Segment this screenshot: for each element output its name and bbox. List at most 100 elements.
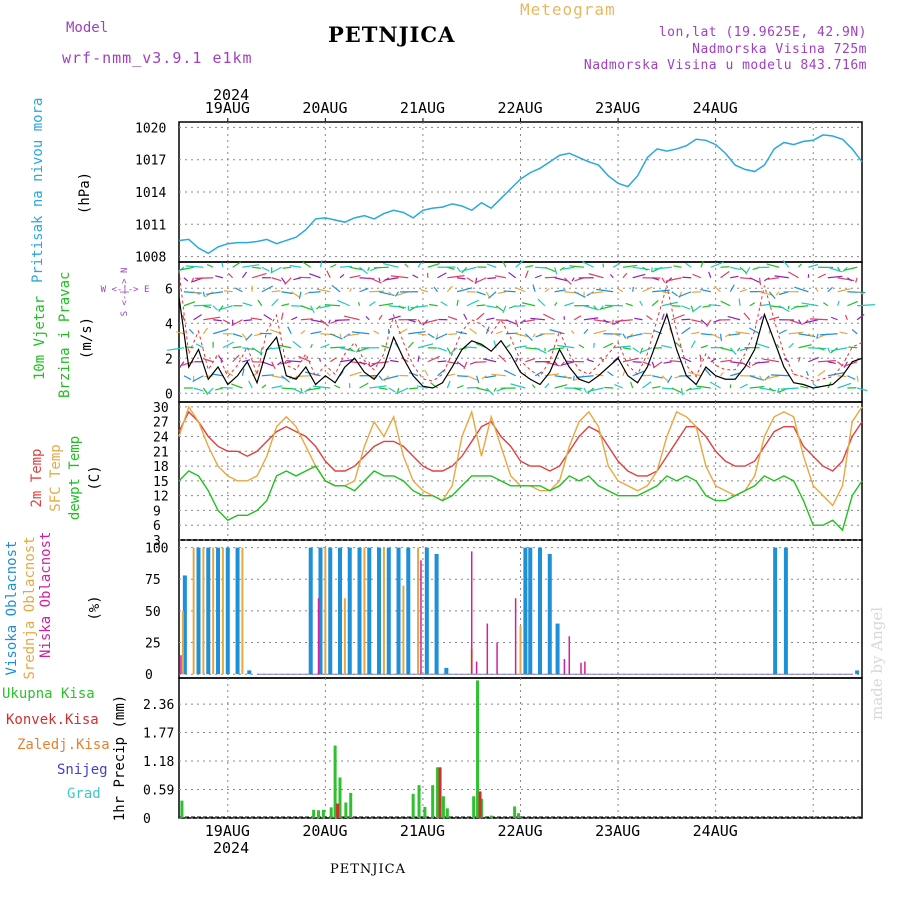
wind-arrow: [642, 374, 652, 377]
precip-conv-bar: [438, 767, 442, 818]
legend-frz-rain: Zaledj.Kisa: [17, 737, 110, 753]
wind-arrow: [652, 361, 663, 369]
wind-arrow: [218, 305, 224, 312]
wind-arrow: [673, 265, 682, 268]
wind-arrow: [329, 264, 337, 268]
wind-arrow: [203, 316, 221, 321]
wind-arrow: [259, 347, 263, 356]
wind-arrow: [261, 374, 274, 377]
wind-arrow: [661, 313, 665, 320]
wind-arrow: [494, 275, 506, 279]
wind-arrow: [612, 262, 621, 268]
wind-arrow: [661, 301, 678, 307]
wind-arrow: [466, 277, 474, 283]
wind-arrow: [827, 286, 833, 293]
wind-arrow: [554, 384, 568, 389]
wind-arrow: [440, 301, 448, 307]
legend-total-rain: Ukupna Kisa: [2, 686, 95, 702]
wind-arrow: [300, 330, 306, 335]
wind-arrow: [339, 274, 345, 279]
wind-arrow: [710, 333, 721, 339]
wind-arrow: [429, 303, 438, 307]
precip-total-bar: [338, 777, 342, 818]
pressure-line: [178, 134, 863, 255]
wind-arrow: [671, 305, 681, 307]
wind-arrow: [271, 361, 276, 370]
wind-arrow: [758, 277, 762, 286]
wind-arrow: [284, 277, 292, 285]
wind-arrow: [681, 326, 691, 335]
model-elevation: Nadmorska Visina u modelu 843.716m: [583, 58, 867, 73]
wind-arrow: [696, 385, 711, 389]
wind-arrow: [583, 305, 599, 311]
wind-arrow: [349, 266, 364, 271]
wind-arrow: [378, 314, 383, 321]
cloud-high-bar: [328, 547, 333, 675]
wind-arrow: [704, 368, 712, 377]
precip-total-bar: [333, 745, 337, 818]
cloud-mid-bar: [192, 547, 195, 675]
precip-total-bar: [317, 810, 321, 818]
wind-arrow: [222, 341, 235, 349]
wind-arrow: [202, 327, 209, 335]
wind-arrow: [504, 369, 516, 377]
wind-arrow: [203, 305, 212, 309]
wind-arrow: [830, 347, 848, 352]
wind-arrow: [735, 331, 750, 335]
wind-arrow: [691, 319, 702, 323]
wind-arrow: [310, 343, 313, 348]
wind-arrow: [622, 272, 628, 279]
wind-arrow: [827, 347, 831, 353]
wind-arrow: [706, 319, 712, 328]
wind-arrow: [603, 342, 614, 349]
wind-arrow: [367, 267, 370, 272]
wind-arrow: [463, 313, 468, 321]
wind-arrow: [572, 375, 575, 381]
cloud-low-bar: [420, 560, 422, 675]
wind-arrow: [534, 274, 542, 279]
wind-arrow: [515, 345, 527, 349]
wind-arrow: [463, 361, 468, 370]
wind-arrow: [290, 316, 298, 321]
wind-arrow: [383, 375, 399, 381]
wind-arrow: [193, 314, 202, 321]
cloud-mid-bar: [382, 547, 385, 675]
wind-arrow: [334, 384, 341, 389]
wind-arrow: [525, 358, 535, 363]
wind-arrow: [607, 371, 614, 377]
wind-arrow: [388, 291, 393, 296]
wind-arrow: [232, 354, 240, 363]
wind-arrow: [642, 381, 652, 389]
cloud-high-bar: [347, 547, 352, 675]
cloud-mid-bar: [519, 626, 522, 675]
wind-arrow: [368, 301, 376, 307]
wind-arrow: [646, 315, 653, 321]
wind-arrow: [685, 387, 692, 392]
wind-arrow: [622, 347, 632, 350]
wind-arrow: [407, 341, 414, 349]
wind-arrow: [410, 305, 428, 309]
wind-arrow: [227, 272, 234, 279]
wind-arrow: [691, 331, 700, 335]
wind-arrow: [398, 305, 405, 310]
wind-arrow: [286, 360, 302, 363]
temp-tick-label: 9: [153, 504, 161, 519]
wind-arrow: [231, 319, 243, 327]
wind-arrow: [437, 360, 447, 363]
wind-arrow: [661, 277, 666, 283]
wind-arrow: [801, 302, 819, 307]
cloud-low-bar: [470, 551, 473, 675]
wind-arrow: [245, 333, 253, 341]
wind-arrow: [263, 314, 273, 321]
wind-arrow: [359, 287, 369, 293]
wind-arrow: [183, 277, 189, 282]
wind-arrow: [759, 291, 773, 296]
wind-arrow: [232, 261, 241, 268]
precip-total-bar: [312, 809, 316, 818]
wind-arrow: [388, 315, 401, 321]
wind-arrow: [498, 354, 507, 363]
precip-total-bar: [476, 680, 480, 818]
wind-arrow: [728, 333, 741, 336]
wind-arrow: [378, 387, 388, 390]
wind-arrow: [593, 319, 611, 323]
